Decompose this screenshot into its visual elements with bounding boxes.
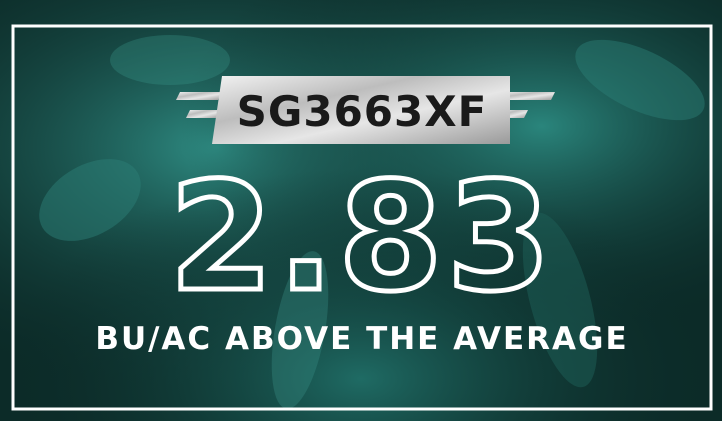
graphic: SG3663XF 2.83 BU/AC ABOVE THE AVERAGE <box>0 0 722 421</box>
subline: BU/AC ABOVE THE AVERAGE <box>95 321 628 357</box>
page: {"badge": "SG3663XF", "headline": "2.83"… <box>0 0 722 421</box>
badge: SG3663XF <box>176 76 555 144</box>
headline: 2.83 <box>169 151 555 325</box>
badge-text: SG3663XF <box>237 87 488 136</box>
